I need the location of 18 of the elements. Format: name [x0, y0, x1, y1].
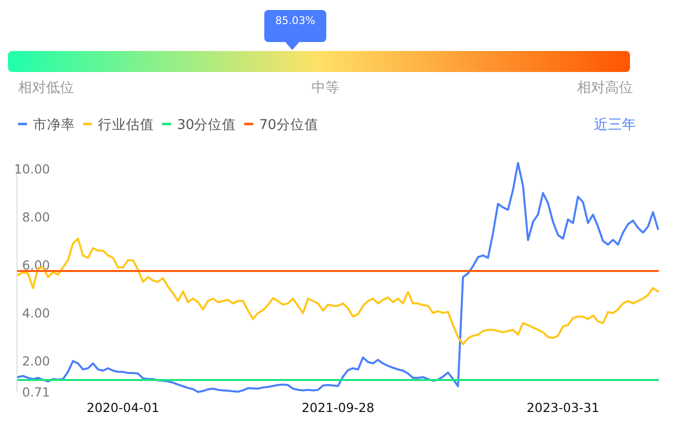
legend-label: 70分位值: [259, 117, 318, 133]
x-tick-label: 2020-04-01: [86, 400, 160, 415]
text: 85.03%: [275, 15, 316, 27]
y-tick-label: 8.00: [22, 210, 50, 225]
y-tick-label: 4.00: [22, 306, 50, 321]
category-label: 相对低位: [18, 80, 74, 96]
x-tick-label: 2021-09-28: [302, 400, 374, 415]
y-tick-label: 2.00: [22, 354, 50, 369]
x-tick-label: 2023-03-31: [526, 400, 600, 415]
y-tick-label: 0.71: [22, 384, 50, 400]
category-label: 中等: [312, 80, 340, 96]
category-label: 相对高位: [577, 80, 633, 96]
text: 近三年: [594, 117, 636, 133]
y-tick-label: 10.00: [14, 162, 50, 176]
legend-label: 行业估值: [98, 117, 154, 133]
legend-label: 30分位值: [177, 117, 236, 133]
line-series: [17, 238, 659, 346]
legend-label: 市净率: [33, 117, 75, 133]
